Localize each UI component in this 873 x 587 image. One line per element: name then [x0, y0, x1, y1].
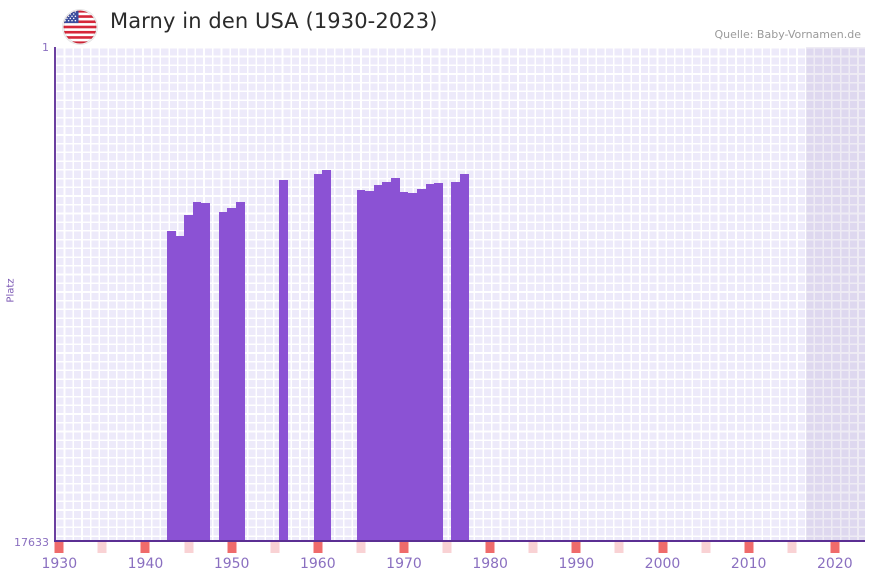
bar	[322, 169, 331, 541]
tickmark-major	[54, 542, 64, 553]
bar	[313, 174, 323, 541]
bar	[408, 192, 417, 541]
bar	[416, 189, 426, 541]
tickmark-minor	[787, 542, 797, 553]
y-axis-bottom-label: 17633	[14, 536, 49, 549]
x-axis-line	[54, 540, 865, 542]
tickmark-minor	[97, 542, 107, 553]
tickmark-minor	[614, 542, 624, 553]
chart-header: Marny in den USA (1930-2023) Quelle: Bab…	[0, 0, 873, 47]
bar	[365, 190, 374, 541]
bar	[391, 178, 400, 541]
plot-area	[55, 47, 865, 541]
bar	[218, 212, 228, 541]
bar	[227, 207, 236, 541]
tickmark-minor	[184, 542, 194, 553]
y-axis-line	[54, 47, 56, 541]
bar	[201, 202, 211, 541]
bar	[235, 201, 245, 541]
bar	[451, 181, 460, 541]
x-tick-label: 2000	[644, 556, 681, 572]
tickmark-minor	[442, 542, 452, 553]
y-axis-top-label: 1	[42, 41, 49, 54]
tickmark-major	[744, 542, 754, 553]
tickmark-major	[140, 542, 150, 553]
bar	[192, 202, 202, 541]
tickmark-minor	[528, 542, 538, 553]
bar	[356, 189, 366, 541]
tickmark-major	[485, 542, 495, 553]
source-attribution: Quelle: Baby-Vornamen.de	[714, 28, 861, 41]
bar-series	[55, 47, 865, 541]
bar	[167, 231, 176, 541]
x-tick-label: 2010	[730, 556, 767, 572]
tickmark-major	[830, 542, 840, 553]
chart-title: Marny in den USA (1930-2023)	[110, 9, 438, 33]
x-tick-label: 1970	[386, 556, 422, 572]
tickmark-minor	[356, 542, 366, 553]
tickmark-major	[658, 542, 667, 553]
tickmark-major	[313, 542, 323, 553]
tickmark-major	[227, 542, 237, 553]
bar	[373, 185, 383, 541]
bar	[382, 182, 392, 541]
bar	[425, 183, 435, 541]
bar	[399, 192, 409, 541]
x-axis-tickmarks	[0, 542, 873, 554]
tickmark-major	[399, 542, 409, 553]
bar	[460, 174, 469, 541]
x-tick-label: 1930	[41, 556, 78, 572]
bar	[434, 182, 443, 541]
tickmark-minor	[270, 542, 280, 553]
x-tick-label: 2020	[817, 556, 853, 572]
x-axis-tick-labels: 1930 1940 1950 1960 1970 1980 1990 2000 2010 2020	[0, 556, 873, 582]
x-tick-label: 1950	[213, 556, 250, 572]
us-flag-icon	[63, 10, 97, 44]
tickmark-major	[571, 542, 581, 553]
y-axis-title: Platz	[5, 278, 17, 303]
bar	[279, 180, 288, 541]
tickmark-minor	[701, 542, 711, 553]
x-tick-label: 1960	[299, 556, 336, 572]
bar	[184, 215, 193, 541]
x-tick-label: 1980	[472, 556, 508, 572]
bar	[175, 235, 185, 541]
x-tick-label: 1990	[558, 556, 595, 572]
x-tick-label: 1940	[127, 556, 164, 572]
